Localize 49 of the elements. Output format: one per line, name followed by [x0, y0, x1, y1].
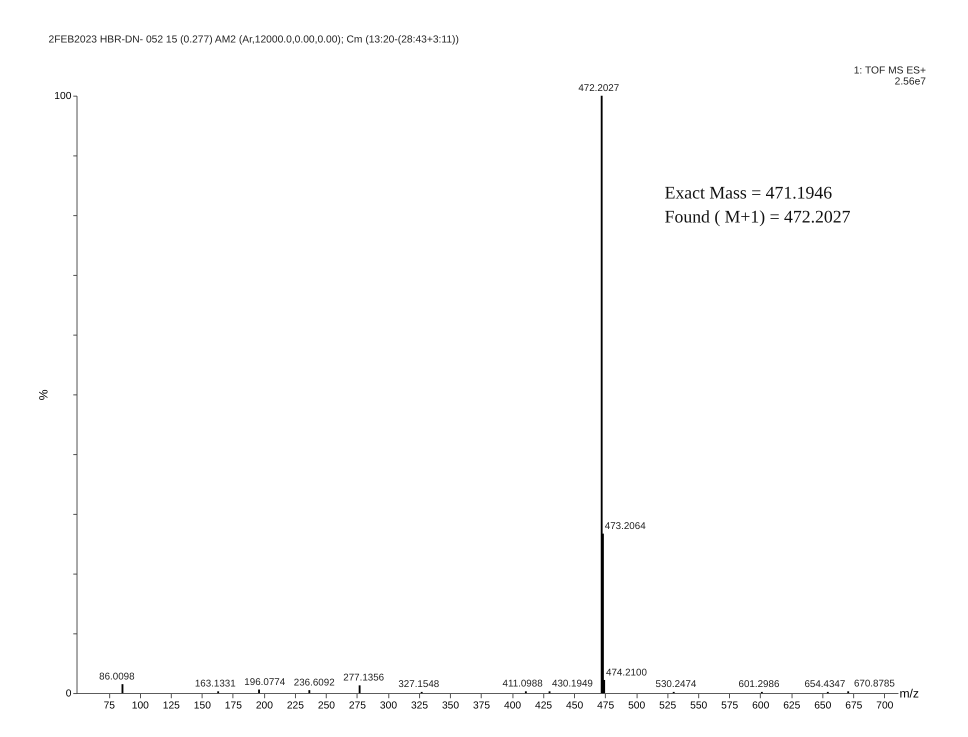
x-tick-label: 250: [318, 700, 336, 712]
x-tick-label: 100: [132, 700, 150, 712]
annotation: 670.8785: [854, 678, 896, 690]
annotation: 327.1548: [398, 679, 440, 690]
x-tick-label: 475: [597, 700, 614, 712]
x-tick-label: 375: [472, 700, 490, 712]
x-tick-label: 600: [752, 700, 770, 712]
x-tick-label: 175: [224, 700, 242, 712]
annotation: 430.1949: [552, 678, 593, 690]
text: 1: TOF MS ES+: [854, 65, 926, 76]
annotation: 411.0988: [502, 678, 544, 690]
x-tick-label: 350: [442, 700, 460, 712]
annotation: 86.0098: [99, 671, 136, 682]
x-tick-label: 650: [814, 700, 832, 712]
annotation: 654.4347: [804, 679, 846, 690]
x-tick-label: 75: [104, 700, 116, 712]
annotation: 196.0774: [244, 676, 286, 688]
annotation: 530.2474: [656, 679, 697, 690]
x-tick-label: 300: [380, 700, 398, 712]
annotation: 277.1356: [343, 672, 385, 684]
x-tick-label: 625: [783, 700, 801, 712]
x-tick-label: 225: [286, 700, 304, 712]
annotation: 474.2100: [606, 667, 648, 678]
x-tick-label: 325: [410, 700, 428, 712]
annotation: 236.6092: [294, 677, 335, 688]
annotation: 472.2027: [578, 83, 620, 94]
x-tick-label: 700: [876, 700, 894, 712]
x-tick-label: 500: [628, 700, 646, 712]
text: 2.56e7: [894, 76, 926, 88]
annotation: 163.1331: [194, 678, 236, 690]
x-axis-title: m/z: [899, 686, 919, 700]
y-tick-label: 0: [66, 688, 72, 700]
x-tick-label: 550: [690, 700, 708, 712]
x-tick-label: 675: [845, 700, 863, 712]
x-tick-label: 450: [566, 700, 584, 712]
annotation: Found ( M+1) = 472.2027: [664, 206, 851, 227]
annotation: 601.2986: [738, 679, 780, 690]
annotation: Exact Mass = 471.1946: [664, 182, 832, 202]
x-tick-label: 575: [721, 700, 739, 712]
x-tick-label: 125: [162, 700, 180, 712]
x-tick-label: 275: [348, 700, 366, 712]
x-tick-label: 400: [504, 700, 522, 712]
chart-title: 2FEB2023 HBR-DN- 052 15 (0.277) AM2 (Ar,12000.0,0.00,0.00); Cm (13:20-(28:43+3:11)): [48, 34, 459, 46]
y-axis-title: %: [36, 389, 51, 400]
annotation: 473.2064: [604, 520, 646, 532]
x-tick-label: 200: [256, 700, 274, 712]
x-tick-label: 150: [194, 700, 212, 712]
x-tick-label: 425: [535, 700, 552, 712]
x-tick-label: 525: [659, 700, 677, 712]
